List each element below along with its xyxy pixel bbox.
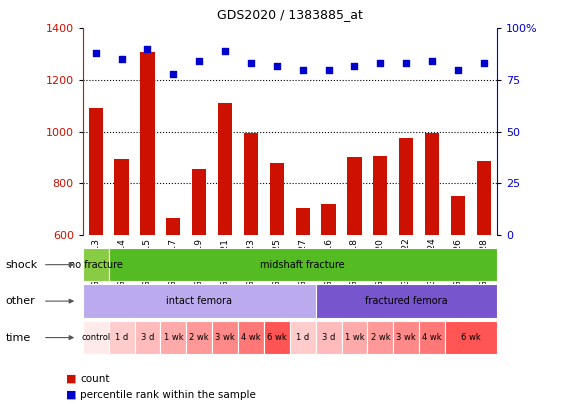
Bar bbox=[316, 284, 497, 318]
Bar bbox=[212, 321, 238, 354]
Bar bbox=[166, 218, 180, 390]
Bar bbox=[264, 321, 290, 354]
Point bbox=[195, 58, 204, 65]
Bar bbox=[477, 161, 491, 390]
Bar bbox=[186, 321, 212, 354]
Text: shock: shock bbox=[6, 260, 38, 270]
Bar bbox=[399, 138, 413, 390]
Bar bbox=[321, 204, 336, 390]
Text: 2 wk: 2 wk bbox=[371, 333, 390, 342]
Text: 3 d: 3 d bbox=[322, 333, 335, 342]
Point bbox=[91, 50, 100, 56]
Text: control: control bbox=[81, 333, 110, 342]
Point bbox=[169, 70, 178, 77]
Text: count: count bbox=[80, 374, 110, 384]
Bar bbox=[244, 133, 258, 390]
Bar bbox=[238, 321, 264, 354]
Text: percentile rank within the sample: percentile rank within the sample bbox=[80, 390, 256, 400]
Text: 3 wk: 3 wk bbox=[396, 333, 416, 342]
Text: 3 d: 3 d bbox=[141, 333, 154, 342]
Text: 4 wk: 4 wk bbox=[423, 333, 442, 342]
Point bbox=[143, 46, 152, 52]
Bar bbox=[419, 321, 445, 354]
Bar bbox=[83, 248, 108, 281]
Point bbox=[479, 60, 488, 67]
Bar bbox=[425, 133, 439, 390]
Bar bbox=[296, 208, 310, 390]
Bar bbox=[160, 321, 186, 354]
Text: 6 wk: 6 wk bbox=[461, 333, 481, 342]
Text: 1 wk: 1 wk bbox=[345, 333, 364, 342]
Bar bbox=[135, 321, 160, 354]
Bar bbox=[445, 321, 497, 354]
Text: fractured femora: fractured femora bbox=[365, 296, 448, 306]
Point bbox=[247, 60, 256, 67]
Text: 1 wk: 1 wk bbox=[163, 333, 183, 342]
Text: other: other bbox=[6, 296, 35, 306]
Point bbox=[117, 56, 126, 63]
Bar bbox=[393, 321, 419, 354]
Bar bbox=[89, 109, 103, 390]
Text: GDS2020 / 1383885_at: GDS2020 / 1383885_at bbox=[217, 8, 363, 21]
Bar bbox=[341, 321, 367, 354]
Bar bbox=[115, 159, 128, 390]
Bar bbox=[218, 103, 232, 390]
Bar bbox=[140, 51, 155, 390]
Text: ■: ■ bbox=[66, 390, 76, 400]
Bar bbox=[367, 321, 393, 354]
Bar bbox=[451, 196, 465, 390]
Bar bbox=[373, 156, 388, 390]
Text: 1 d: 1 d bbox=[296, 333, 309, 342]
Bar bbox=[108, 321, 135, 354]
Point bbox=[272, 62, 282, 69]
Text: ■: ■ bbox=[66, 374, 76, 384]
Bar bbox=[290, 321, 316, 354]
Text: time: time bbox=[6, 333, 31, 343]
Point bbox=[298, 66, 307, 73]
Point bbox=[428, 58, 437, 65]
Text: no fracture: no fracture bbox=[69, 260, 123, 270]
Bar bbox=[316, 321, 341, 354]
Bar bbox=[270, 163, 284, 390]
Text: 2 wk: 2 wk bbox=[190, 333, 209, 342]
Text: 6 wk: 6 wk bbox=[267, 333, 287, 342]
Text: midshaft fracture: midshaft fracture bbox=[260, 260, 345, 270]
Point bbox=[401, 60, 411, 67]
Text: 4 wk: 4 wk bbox=[241, 333, 261, 342]
Bar bbox=[347, 158, 361, 390]
Bar bbox=[83, 321, 108, 354]
Text: intact femora: intact femora bbox=[166, 296, 232, 306]
Text: 1 d: 1 d bbox=[115, 333, 128, 342]
Point bbox=[324, 66, 333, 73]
Point bbox=[376, 60, 385, 67]
Point bbox=[350, 62, 359, 69]
Point bbox=[453, 66, 463, 73]
Bar bbox=[83, 284, 316, 318]
Text: 3 wk: 3 wk bbox=[215, 333, 235, 342]
Point bbox=[220, 48, 230, 54]
Bar bbox=[192, 169, 206, 390]
